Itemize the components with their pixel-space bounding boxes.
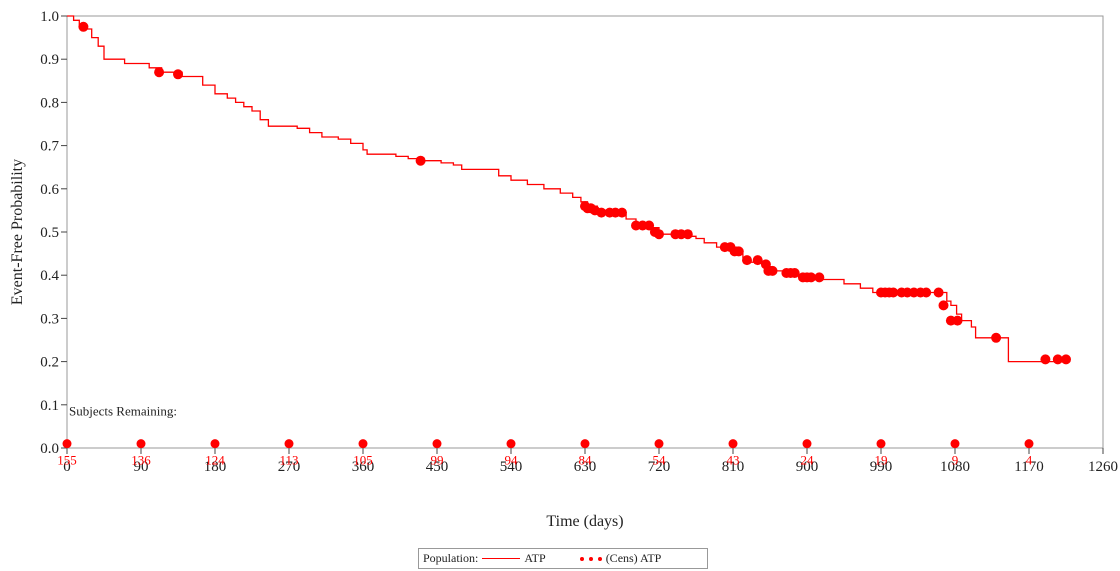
censor-marker <box>1040 354 1051 365</box>
y-tick-label: 0.0 <box>40 441 59 457</box>
y-tick-label: 1.0 <box>40 9 59 25</box>
censor-marker <box>742 255 752 266</box>
at-risk-label: 105 <box>353 453 373 468</box>
censor-marker <box>767 265 778 276</box>
x-tick-label: 450 <box>426 459 449 475</box>
at-risk-marker <box>506 439 516 449</box>
y-tick-label: 0.9 <box>40 52 59 68</box>
at-risk-marker <box>358 439 368 449</box>
x-tick-label: 1080 <box>940 459 970 475</box>
legend-dot-icon <box>588 556 593 561</box>
censor-marker <box>617 207 627 218</box>
x-tick-label: 270 <box>278 459 301 475</box>
at-risk-marker <box>62 439 72 449</box>
y-tick-label: 0.3 <box>40 311 59 327</box>
at-risk-table: 155 136 124 113 105 99 94 84 54 43 24 19 9 4 <box>57 439 1034 468</box>
x-tick-label: 540 <box>500 459 523 475</box>
y-tick-label: 0.8 <box>40 95 59 111</box>
subjects-remaining-title: Subjects Remaining: <box>69 404 177 419</box>
y-axis: 0.0 0.1 0.2 0.3 0.4 0.5 0.6 0.7 0.8 0.9 1.0 <box>40 9 67 457</box>
at-risk-label: 43 <box>727 453 740 468</box>
censor-marker <box>154 67 165 78</box>
legend-prefix: Population: <box>423 551 479 565</box>
censor-marker <box>938 300 949 311</box>
censor-markers <box>78 21 1071 365</box>
x-tick-label: 1170 <box>1014 459 1043 475</box>
legend-marker-label: (Cens) ATP <box>605 551 662 565</box>
y-tick-label: 0.1 <box>40 398 59 414</box>
at-risk-marker <box>728 439 738 449</box>
x-tick-label: 720 <box>648 459 671 475</box>
plot-frame <box>66 15 1104 449</box>
x-tick-label: 630 <box>574 459 597 475</box>
at-risk-marker <box>1024 439 1034 449</box>
at-risk-label: 19 <box>875 453 888 468</box>
legend-marker-swatch <box>579 556 602 561</box>
censor-marker <box>814 272 825 283</box>
censor-marker <box>991 332 1002 343</box>
censor-marker <box>654 229 664 240</box>
x-tick-label: 990 <box>870 459 893 475</box>
censor-marker <box>733 246 744 257</box>
x-tick-label: 1260 <box>1088 459 1118 475</box>
at-risk-label: 136 <box>131 453 151 468</box>
y-tick-label: 0.2 <box>40 355 59 371</box>
censor-marker <box>752 255 763 266</box>
y-tick-label: 0.5 <box>40 225 59 241</box>
at-risk-marker <box>284 439 294 449</box>
at-risk-label: 84 <box>579 453 593 468</box>
at-risk-marker <box>210 439 220 449</box>
x-tick-label: 810 <box>722 459 745 475</box>
censor-marker <box>596 207 607 218</box>
at-risk-marker <box>580 439 590 449</box>
censor-marker <box>644 220 655 231</box>
censor-marker <box>789 268 800 278</box>
legend-dot-icon <box>597 556 602 561</box>
at-risk-marker <box>802 439 812 449</box>
censor-marker <box>952 315 963 326</box>
x-tick-label: 90 <box>134 459 149 475</box>
at-risk-marker <box>654 439 664 449</box>
censor-marker <box>933 287 944 298</box>
at-risk-label: 113 <box>279 453 298 468</box>
x-tick-label: 180 <box>204 459 227 475</box>
y-tick-label: 0.7 <box>40 139 59 155</box>
x-tick-label: 360 <box>352 459 375 475</box>
at-risk-label: 9 <box>952 453 959 468</box>
censor-marker <box>682 229 693 240</box>
legend-line-swatch <box>482 558 521 559</box>
censor-marker <box>921 287 932 298</box>
at-risk-label: 155 <box>57 453 77 468</box>
y-tick-label: 0.4 <box>40 268 59 284</box>
at-risk-label: 99 <box>431 453 444 468</box>
censor-marker <box>173 69 183 80</box>
y-axis-title: Event-Free Probability <box>9 159 26 305</box>
x-axis: 0 90 180 270 360 450 540 630 720 810 900 990 1080 117… <box>63 448 1118 475</box>
censor-marker <box>806 272 817 283</box>
at-risk-label: 24 <box>801 453 815 468</box>
x-axis-title: Time (days) <box>546 513 623 530</box>
censor-marker <box>1052 354 1063 365</box>
at-risk-label: 54 <box>653 453 667 468</box>
at-risk-label: 94 <box>505 453 519 468</box>
y-tick-label: 0.6 <box>40 182 59 198</box>
series-line-atp <box>67 15 1071 363</box>
x-tick-label: 900 <box>796 459 819 475</box>
censor-marker <box>78 21 89 32</box>
censor-marker <box>415 155 426 166</box>
legend-line-label: ATP <box>524 551 546 565</box>
at-risk-label: 124 <box>205 453 225 468</box>
legend-dot-icon <box>579 556 584 561</box>
censor-marker <box>1061 354 1071 365</box>
at-risk-marker <box>432 439 442 449</box>
x-tick-label: 0 <box>63 459 71 475</box>
at-risk-label: 4 <box>1026 453 1033 468</box>
at-risk-marker <box>950 439 960 449</box>
legend: Population: ATP (Cens) ATP <box>418 548 708 569</box>
at-risk-marker <box>876 439 886 449</box>
at-risk-marker <box>136 439 146 449</box>
censor-marker <box>888 287 899 298</box>
